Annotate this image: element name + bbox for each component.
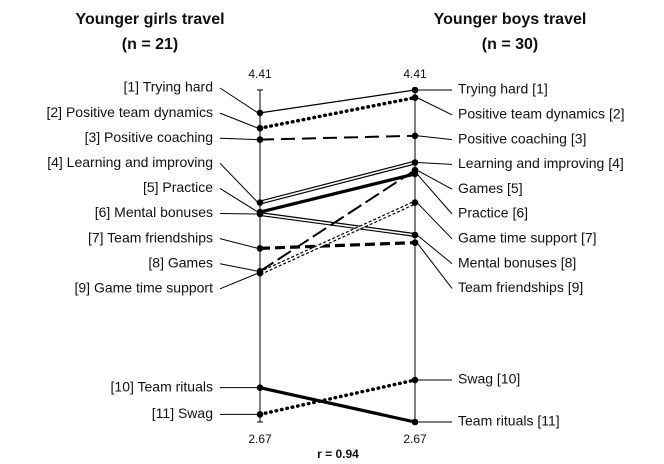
- point: [256, 136, 264, 143]
- leader-line: [416, 162, 453, 165]
- slope-line: [259, 213, 416, 236]
- point: [411, 239, 419, 246]
- leader-line: [219, 213, 259, 215]
- point: [411, 418, 419, 426]
- leader-line: [219, 87, 259, 114]
- left-title: Younger girls travel: [75, 11, 224, 28]
- stat: r = 0.94: [317, 447, 359, 461]
- left-subtitle: (n = 21): [122, 36, 178, 53]
- point: [411, 199, 419, 206]
- point: [256, 269, 264, 277]
- leader-line: [219, 187, 259, 213]
- slope-line: [259, 89, 416, 114]
- point: [411, 86, 419, 94]
- leader-line: [416, 234, 453, 264]
- left-label: [7] Team friendships: [88, 229, 213, 245]
- right-label: Swag [10]: [458, 371, 520, 387]
- slope-line: [259, 201, 416, 274]
- leader-line: [416, 242, 453, 289]
- right-label: Team friendships [9]: [458, 279, 583, 295]
- leader-line: [416, 169, 453, 190]
- right-label: Game time support [7]: [458, 230, 597, 246]
- right-label: Learning and improving [4]: [458, 155, 624, 171]
- left-label: [2] Positive team dynamics: [46, 104, 213, 120]
- right-label: Positive coaching [3]: [458, 130, 586, 146]
- tick-label: 2.67: [403, 432, 427, 446]
- right-label: Practice [6]: [458, 205, 528, 221]
- point: [411, 132, 419, 140]
- left-label: [4] Learning and improving: [47, 154, 213, 170]
- slope-line: [258, 95, 417, 130]
- tick-label: 4.41: [248, 67, 272, 81]
- point: [256, 124, 264, 132]
- left-label: [11] Swag: [152, 405, 213, 421]
- leader-line: [219, 162, 259, 203]
- point: [256, 199, 264, 206]
- left-label: [3] Positive coaching: [85, 129, 213, 145]
- right-label: Trying hard [1]: [458, 81, 548, 97]
- slope-line: [258, 378, 417, 417]
- left-label: [8] Games: [148, 254, 213, 270]
- slope-line: [259, 241, 416, 250]
- slope-line: [259, 386, 416, 424]
- right-label: Team rituals [11]: [458, 413, 560, 429]
- leader-line: [219, 263, 259, 272]
- leader-line: [219, 272, 259, 290]
- point: [411, 166, 419, 174]
- point: [411, 159, 419, 166]
- right-label: Positive team dynamics [2]: [458, 106, 625, 122]
- left-label: [9] Game time support: [74, 280, 213, 296]
- leader-line: [416, 202, 453, 240]
- tick-label: 2.67: [248, 432, 272, 446]
- slope-line: [259, 134, 416, 141]
- tick-label: 4.41: [403, 67, 427, 81]
- leader-line: [219, 112, 259, 129]
- point: [256, 245, 264, 252]
- right-subtitle: (n = 30): [482, 36, 538, 53]
- leader-line: [219, 137, 259, 141]
- leader-line: [416, 97, 453, 116]
- left-label: [6] Mental bonuses: [95, 204, 213, 220]
- left-label: [10] Team rituals: [111, 378, 213, 394]
- leader-line: [416, 173, 453, 215]
- slope-line: [259, 161, 416, 204]
- slope-line: [259, 169, 416, 273]
- point: [256, 109, 264, 117]
- left-label: [1] Trying hard: [124, 79, 214, 95]
- point: [256, 411, 264, 418]
- point: [411, 94, 419, 101]
- point: [256, 210, 264, 218]
- point: [411, 376, 419, 384]
- slope-line: [259, 172, 416, 214]
- leader-line: [416, 135, 453, 141]
- right-label: Mental bonuses [8]: [458, 254, 576, 270]
- right-title: Younger boys travel: [434, 11, 587, 28]
- point: [256, 384, 264, 391]
- point: [411, 231, 419, 239]
- right-label: Games [5]: [458, 180, 523, 196]
- left-label: [5] Practice: [143, 179, 213, 195]
- leader-line: [219, 238, 259, 249]
